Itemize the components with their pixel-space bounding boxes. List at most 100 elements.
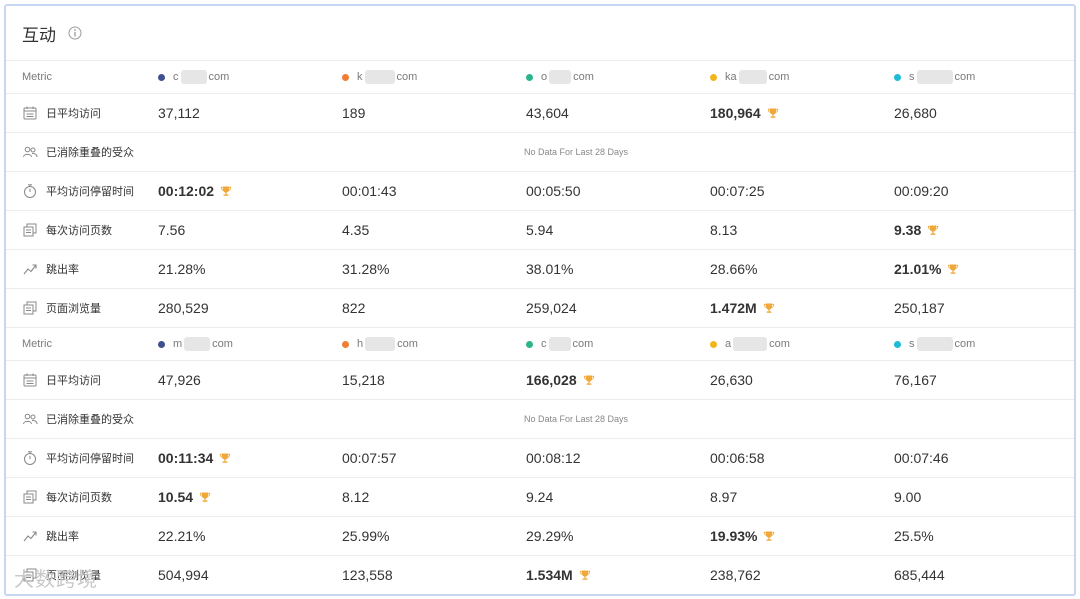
metric-value: 31.28% xyxy=(342,261,390,277)
trophy-icon xyxy=(763,303,774,313)
site-header: s com xyxy=(894,70,1074,84)
redacted-block xyxy=(548,337,571,351)
metric-row: 每次访问页数 10.54 8.12 9.24 8.97 9.00 xyxy=(6,478,1074,517)
trophy-icon xyxy=(764,531,775,541)
metric-value: 00:07:25 xyxy=(710,183,765,199)
metric-value: 00:06:58 xyxy=(710,450,765,466)
metric-label: Metric xyxy=(22,71,52,83)
metric-value: 00:09:20 xyxy=(894,183,949,199)
trophy-icon xyxy=(583,375,594,385)
trophy-icon xyxy=(579,570,590,580)
metric-value: 8.12 xyxy=(342,489,370,505)
metric-value: 26,630 xyxy=(710,372,753,388)
site-domain[interactable]: c com xyxy=(541,337,594,351)
metric-value: 238,762 xyxy=(710,567,761,583)
metric-row-label: 跳出率 xyxy=(46,531,79,543)
metric-value: 25.5% xyxy=(894,528,934,544)
metric-label: Metric xyxy=(22,338,52,350)
trophy-icon xyxy=(220,186,232,196)
metric-row-label: 已消除重叠的受众 xyxy=(46,147,134,159)
metric-value: 180,964 xyxy=(710,105,761,121)
site-domain[interactable]: ka com xyxy=(725,70,790,84)
engagement-panel: 互动 Metric c com k com o com ka com s com 日平均访问 37,11… xyxy=(4,4,1076,596)
redacted-block xyxy=(364,70,395,84)
redacted-block xyxy=(365,337,396,351)
metric-row-label: 页面浏览量 xyxy=(46,303,101,315)
site-header: s com xyxy=(894,337,1074,351)
metric-value: 28.66% xyxy=(710,261,758,277)
site-domain[interactable]: k com xyxy=(357,70,418,84)
metric-row-label: 平均访问停留时间 xyxy=(46,186,134,198)
redacted-block xyxy=(916,70,953,84)
metric-row-label: 日平均访问 xyxy=(46,375,101,387)
timer-icon xyxy=(24,451,36,465)
metric-value: 8.97 xyxy=(710,489,738,505)
site-domain[interactable]: s com xyxy=(909,337,976,351)
no-data-message: No Data For Last 28 Days xyxy=(523,414,629,424)
trend-icon xyxy=(23,264,37,275)
metric-value: 685,444 xyxy=(894,567,945,583)
site-header: o com xyxy=(526,70,710,84)
metric-value: 259,024 xyxy=(526,300,577,316)
metric-value: 00:05:50 xyxy=(526,183,581,199)
site-color-dot xyxy=(158,73,165,81)
metric-value: 38.01% xyxy=(526,261,574,277)
metric-value: 166,028 xyxy=(526,372,577,388)
metric-row-label: 已消除重叠的受众 xyxy=(46,414,134,426)
site-header: k com xyxy=(342,70,526,84)
site-color-dot xyxy=(526,340,533,348)
metric-value: 504,994 xyxy=(158,567,209,583)
audience-icon xyxy=(23,413,38,425)
pageviews-icon xyxy=(23,568,37,582)
metric-value: 22.21% xyxy=(158,528,206,544)
watermark: 大数跨境 xyxy=(14,569,98,591)
metric-row-label: 日平均访问 xyxy=(46,108,101,120)
metric-value: 5.94 xyxy=(526,222,554,238)
calendar-icon xyxy=(23,106,37,120)
metric-value: 00:08:12 xyxy=(526,450,581,466)
metric-value: 9.00 xyxy=(894,489,922,505)
trophy-icon xyxy=(220,453,231,463)
trophy-icon xyxy=(199,492,211,502)
metric-value: 250,187 xyxy=(894,300,945,316)
metric-row-label: 跳出率 xyxy=(46,264,79,276)
metric-value: 25.99% xyxy=(342,528,390,544)
pages-icon xyxy=(23,223,37,237)
site-header: ka com xyxy=(710,70,894,84)
metric-row: 日平均访问 47,926 15,218 166,028 26,630 76,167 xyxy=(6,361,1074,400)
metric-value: 15,218 xyxy=(342,372,385,388)
trophy-icon xyxy=(948,264,959,274)
site-domain[interactable]: a com xyxy=(725,337,790,351)
metric-row: 已消除重叠的受众 No Data For Last 28 Days xyxy=(6,400,1074,439)
metric-row: 页面浏览量 504,994 123,558 1.534M 238,762 685,444 xyxy=(6,556,1074,594)
metric-value: 280,529 xyxy=(158,300,209,316)
site-domain[interactable]: c com xyxy=(173,70,230,84)
metric-value: 9.38 xyxy=(894,222,922,238)
metric-row-label: 每次访问页数 xyxy=(46,225,112,237)
site-domain[interactable]: m com xyxy=(173,337,233,351)
metric-row: 平均访问停留时间 00:11:34 00:07:57 00:08:12 00:06:58… xyxy=(6,439,1074,478)
metric-row: 跳出率 22.21% 25.99% 29.29% 19.93% 25.5% xyxy=(6,517,1074,556)
metric-row: 日平均访问 37,112 189 43,604 180,964 26,680 xyxy=(6,94,1074,133)
site-domain[interactable]: h com xyxy=(357,337,418,351)
redacted-block xyxy=(738,70,767,84)
metric-row-label: 页面浏览量 xyxy=(46,570,101,582)
site-domain[interactable]: o com xyxy=(541,70,594,84)
metric-value: 189 xyxy=(342,105,366,121)
site-color-dot xyxy=(526,73,533,81)
metric-row-label: 每次访问页数 xyxy=(46,492,112,504)
info-icon[interactable] xyxy=(68,26,82,40)
metric-value: 76,167 xyxy=(894,372,937,388)
metric-row: 每次访问页数 7.56 4.35 5.94 8.13 9.38 xyxy=(6,211,1074,250)
metric-value: 00:11:34 xyxy=(158,450,214,466)
metric-row: 跳出率 21.28% 31.28% 38.01% 28.66% 21.01% xyxy=(6,250,1074,289)
metric-value: 9.24 xyxy=(526,489,554,505)
metric-value: 123,558 xyxy=(342,567,393,583)
site-color-dot xyxy=(894,340,901,348)
site-domain[interactable]: s com xyxy=(909,70,976,84)
comparison-table: Metric c com k com o com ka com s com 日平均访问 37,112 18… xyxy=(6,61,1074,594)
site-color-dot xyxy=(710,73,717,81)
metric-row: 已消除重叠的受众 No Data For Last 28 Days xyxy=(6,133,1074,172)
metric-value: 7.56 xyxy=(158,222,186,238)
metric-value: 00:01:43 xyxy=(342,183,397,199)
